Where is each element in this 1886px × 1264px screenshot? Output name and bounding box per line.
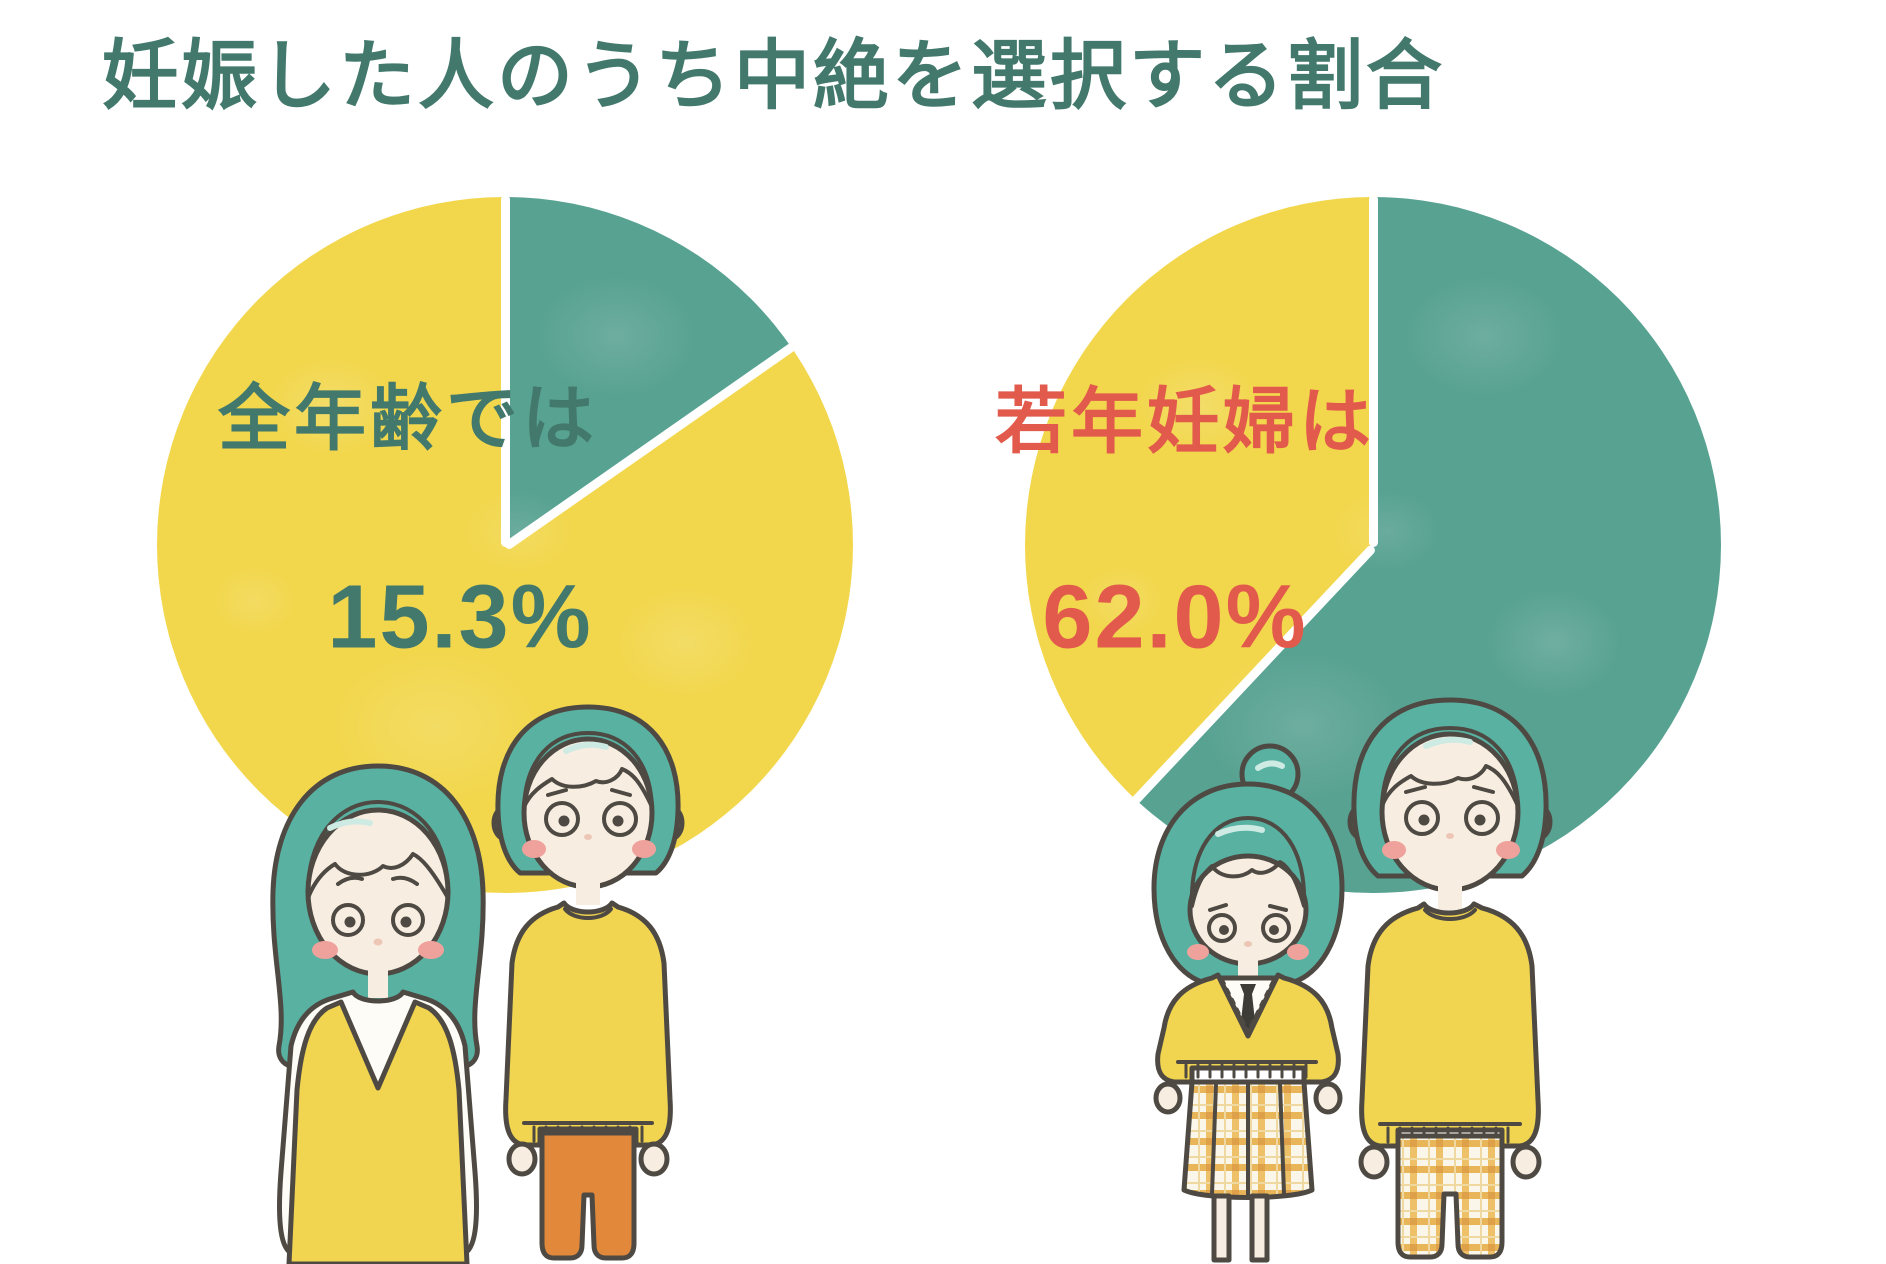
pie-right-label: 若年妊婦は xyxy=(994,382,1376,463)
pie-chart-young-pregnant: 若年妊婦は 62.0% xyxy=(995,195,1721,893)
girl-left-face xyxy=(305,800,451,977)
girl-left-body xyxy=(277,970,479,1264)
pie-left-label: 全年齢では xyxy=(217,379,599,460)
girl-right-body xyxy=(1153,958,1343,1263)
pie-left-percent: 15.3% xyxy=(327,567,593,668)
pie-slice-divider xyxy=(500,195,510,547)
girl-right-head xyxy=(1151,743,1345,985)
pie-slice-divider xyxy=(1368,195,1378,547)
boy-left-head xyxy=(491,704,685,890)
illustration-girl-long-hair xyxy=(270,763,486,1264)
illustration-boy-orange-pants xyxy=(491,704,685,1261)
illustration-boy-plaid-pants xyxy=(1347,697,1553,1260)
boy-right-head xyxy=(1347,697,1553,893)
page-title: 妊娠した人のうち中絶を選択する割合 xyxy=(102,34,1445,119)
pie-chart-all-ages: 全年齢では 15.3% xyxy=(157,195,853,893)
pie-right-percent: 62.0% xyxy=(1042,567,1308,668)
illustration-girl-bun-plaid-skirt xyxy=(1151,743,1345,1263)
boy-left-body xyxy=(503,881,673,1261)
boy-right-body xyxy=(1358,884,1542,1260)
